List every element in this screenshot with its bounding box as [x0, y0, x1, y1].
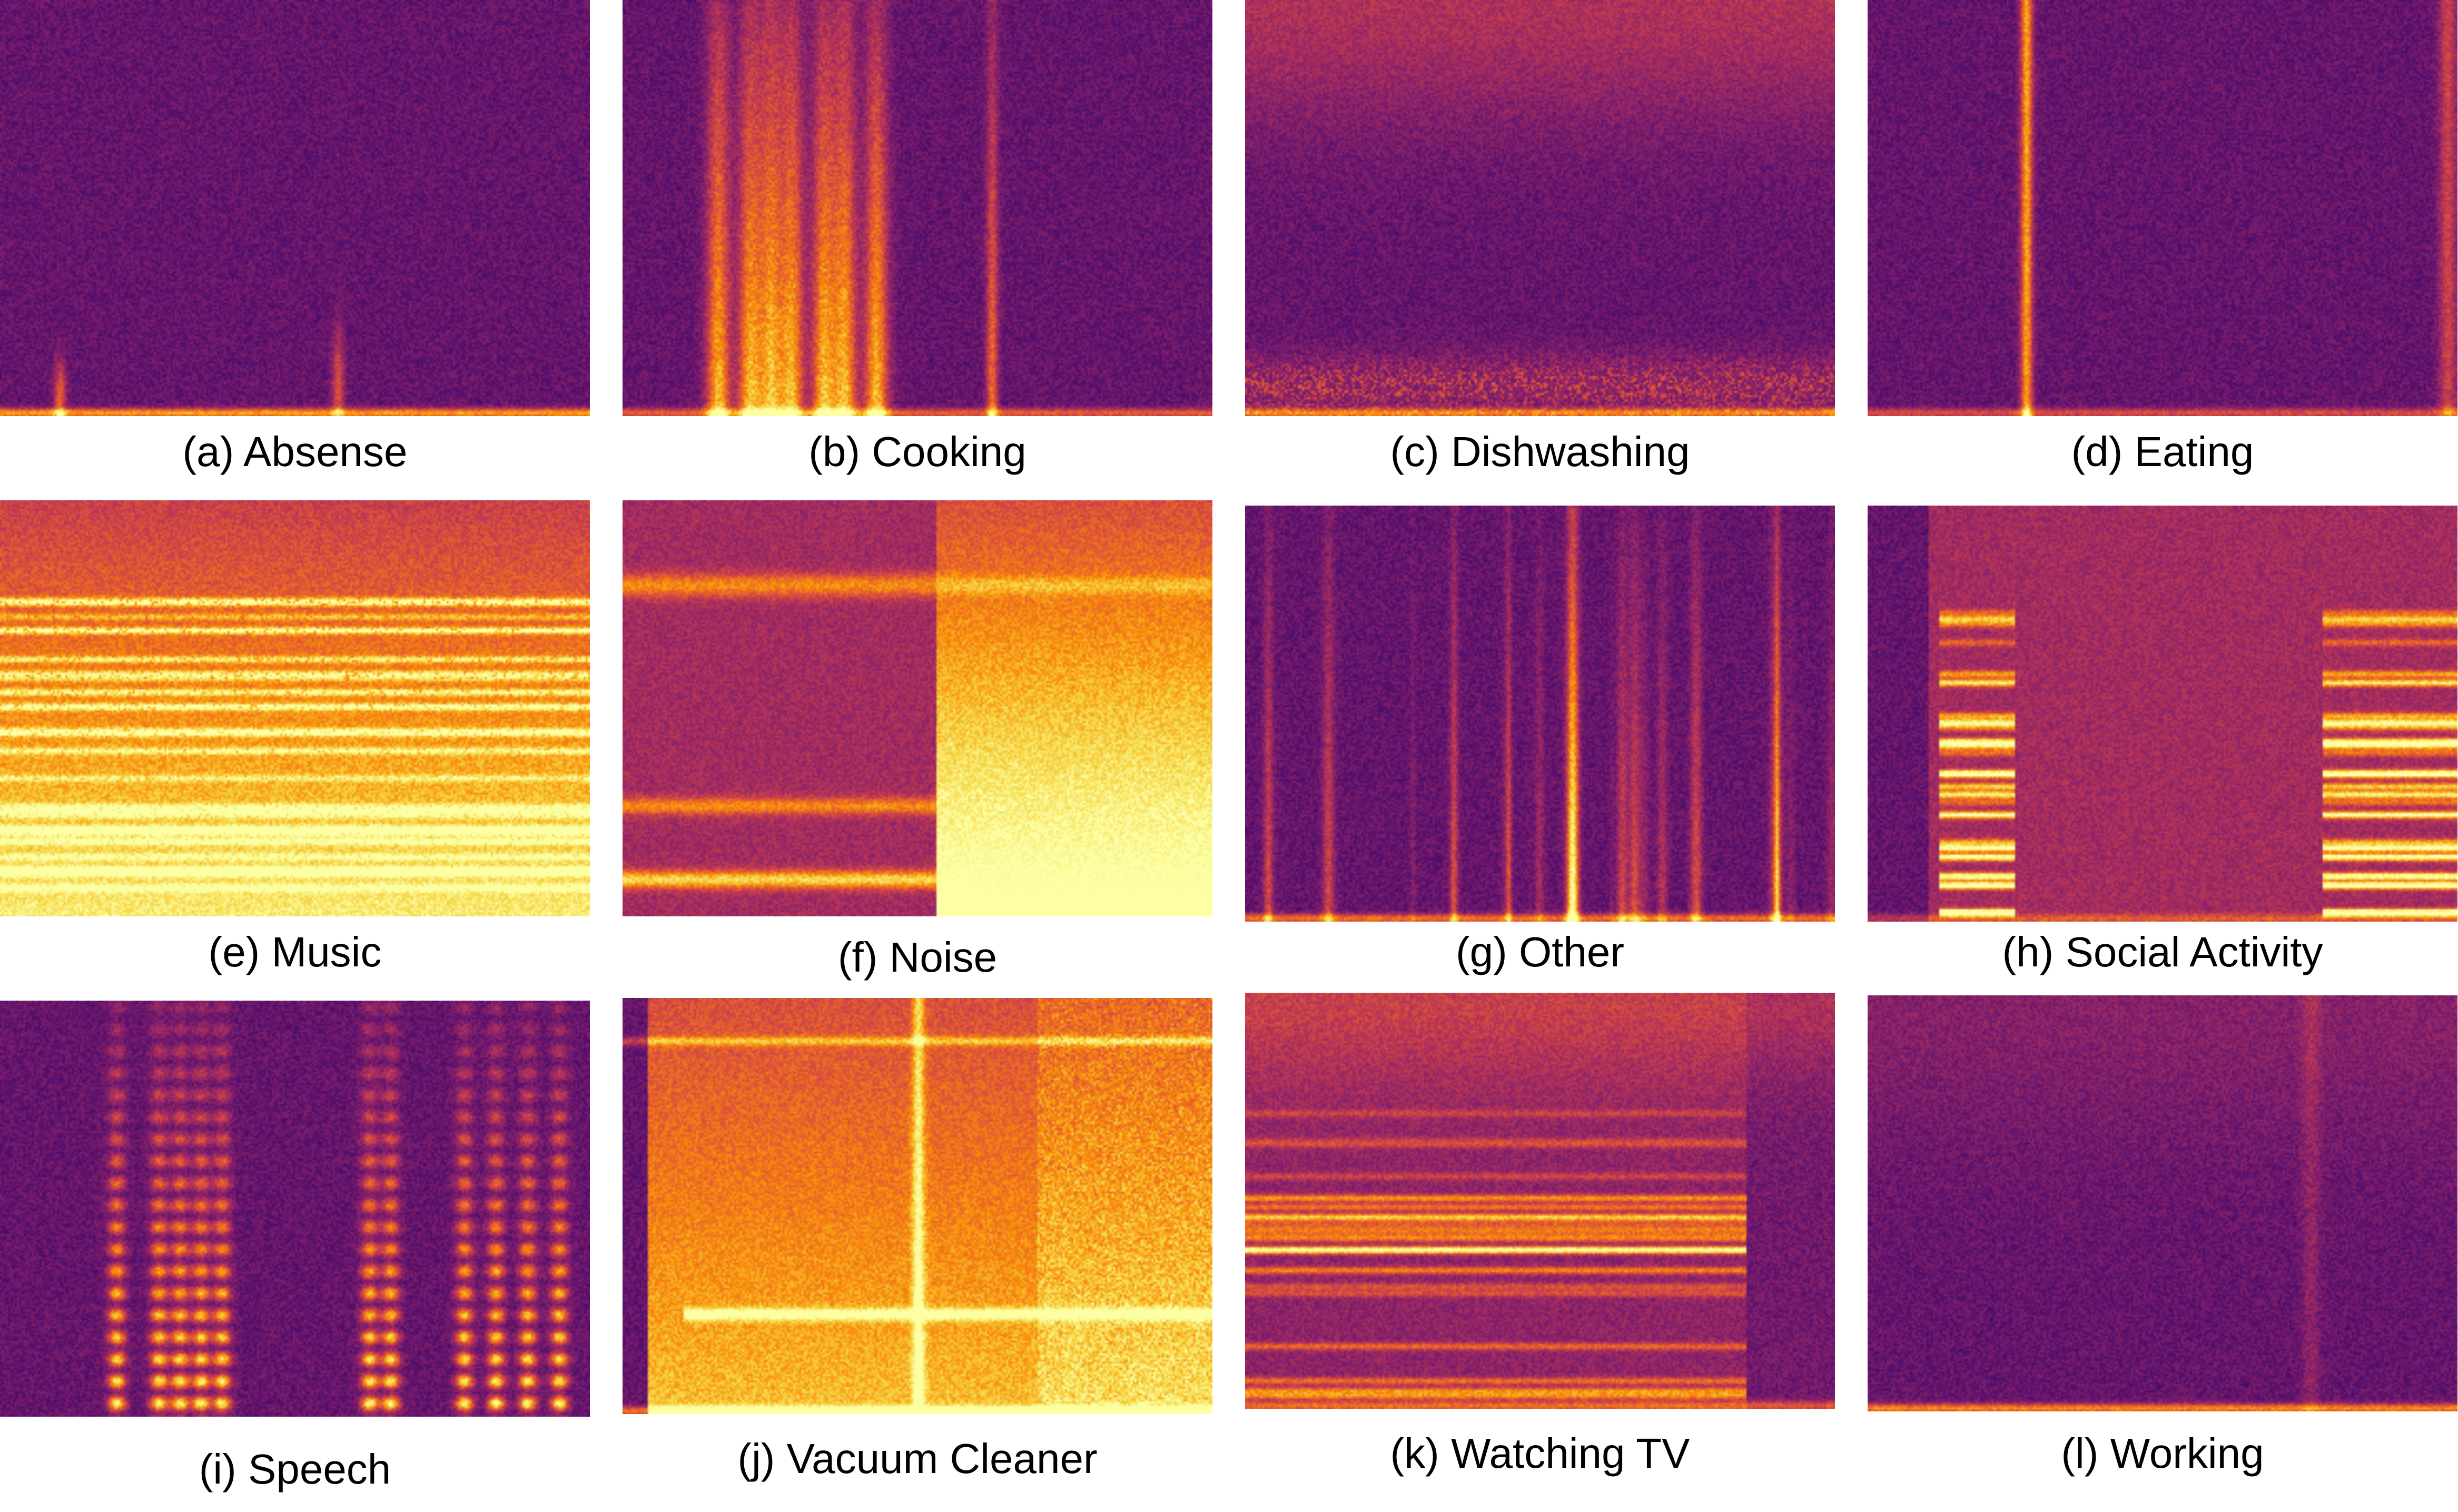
spectrogram-speech: [0, 1001, 590, 1417]
panel-other: (g) Other: [1245, 506, 1835, 973]
caption-dishwashing: (c) Dishwashing: [1390, 428, 1690, 475]
spectrogram-cooking: [623, 0, 1212, 416]
caption-vacuum-cleaner: (j) Vacuum Cleaner: [737, 1435, 1098, 1482]
panel-eating: (d) Eating: [1868, 0, 2457, 473]
panel-social-activity: (h) Social Activity: [1868, 506, 2457, 973]
caption-absense: (a) Absense: [182, 428, 408, 475]
spectrogram-working: [1868, 995, 2457, 1411]
spectrogram-eating: [1868, 0, 2457, 416]
panel-dishwashing: (c) Dishwashing: [1245, 0, 1835, 473]
panel-vacuum-cleaner: (j) Vacuum Cleaner: [623, 998, 1212, 1480]
spectrogram-other: [1245, 506, 1835, 922]
caption-watching-tv: (k) Watching TV: [1390, 1430, 1690, 1477]
spectrogram-absense: [0, 0, 590, 416]
caption-speech: (i) Speech: [199, 1446, 391, 1493]
panel-noise: (f) Noise: [623, 500, 1212, 979]
spectrogram-music: [0, 500, 590, 916]
panel-watching-tv: (k) Watching TV: [1245, 993, 1835, 1475]
caption-music: (e) Music: [208, 928, 382, 975]
spectrogram-noise: [623, 500, 1212, 916]
caption-working: (l) Working: [2061, 1430, 2264, 1477]
panel-absense: (a) Absense: [0, 0, 590, 473]
panel-speech: (i) Speech: [0, 1001, 590, 1490]
spectrogram-social-activity: [1868, 506, 2457, 922]
spectrogram-dishwashing: [1245, 0, 1835, 416]
spectrogram-watching-tv: [1245, 993, 1835, 1409]
caption-other: (g) Other: [1455, 928, 1625, 975]
spectrogram-vacuum-cleaner: [623, 998, 1212, 1414]
caption-cooking: (b) Cooking: [808, 428, 1026, 475]
panel-working: (l) Working: [1868, 995, 2457, 1475]
caption-noise: (f) Noise: [837, 934, 998, 981]
panel-cooking: (b) Cooking: [623, 0, 1212, 473]
panel-music: (e) Music: [0, 500, 590, 973]
caption-social-activity: (h) Social Activity: [2002, 928, 2323, 975]
caption-eating: (d) Eating: [2071, 428, 2254, 475]
